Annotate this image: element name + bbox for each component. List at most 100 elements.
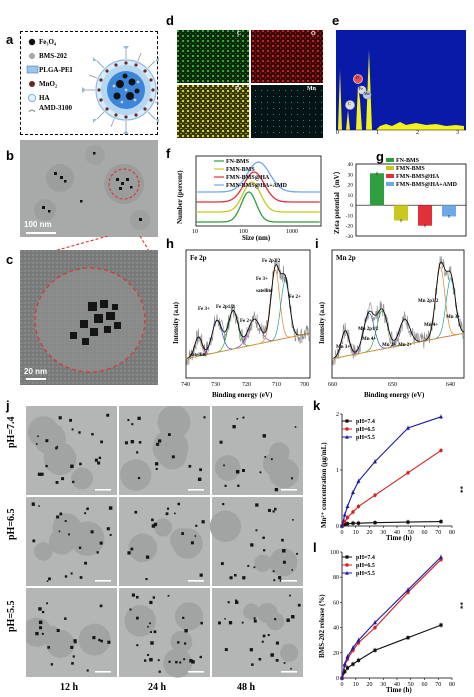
k-plot-pt (356, 479, 361, 483)
k-plot-xtick: 80 (449, 530, 455, 536)
eds-peak-label-fe: Fe (359, 86, 363, 91)
l-plot-pt (356, 638, 361, 642)
k-plot-pt (439, 519, 443, 524)
l-plot-pt (373, 648, 377, 652)
l-ylabel: BMS-202 release (%) (318, 594, 326, 658)
fe-title: Fe 2p (190, 254, 207, 262)
l-plot-xtick: 30 (380, 682, 386, 688)
k-annot: ** (456, 486, 464, 494)
scale-text-c: 20 nm (24, 367, 48, 376)
fe-curves-baseline (185, 332, 311, 360)
panel-label-b: b (6, 148, 14, 163)
panel-label-f: f (166, 146, 171, 161)
eds-label-mn: Mn (307, 86, 316, 92)
legend-fe3o4: Fe₃O₄ (39, 38, 57, 46)
tem-tile-r0-c2 (212, 406, 303, 495)
dls-curve-1 (196, 181, 320, 213)
l-plot-xtick: 20 (367, 682, 373, 688)
k-ylabel: Mn²⁺ concentration (μg/mL) (320, 442, 328, 528)
l-xlabel: Time (h) (386, 686, 412, 694)
k-plot-pt (345, 504, 350, 508)
zeta-ytick: -20 (346, 224, 354, 230)
mn-xtick-640: 640 (446, 382, 455, 388)
panel-label-h: h (166, 236, 174, 251)
l-plot-xtick: 0 (341, 682, 344, 688)
mn-curves-fit-1 (331, 312, 465, 360)
zeta-chart: 40 30 20 10 0 -10 -20 -30 Zeta potential（mV） FN… (333, 158, 467, 240)
fe-curves-envelope (185, 264, 311, 360)
l-plot-xtick: 70 (435, 682, 441, 688)
dls-legend-fmn-ha-amd: FMN-BMS@HA+AMD (226, 183, 288, 189)
col-label-24h: 24 h (148, 682, 167, 693)
tem-tile-r2-c1 (119, 588, 210, 678)
col-label-48h: 48 h (237, 682, 256, 693)
panel-label-d: d (166, 13, 174, 28)
l-plot-pt (356, 658, 361, 662)
panel-label-i: i (315, 236, 319, 251)
k-plot-xtick: 70 (435, 530, 441, 536)
l-plot-xtick: 80 (449, 682, 455, 688)
l-legend-65: pH=6.5 (356, 563, 375, 569)
l-plot-pt (406, 587, 410, 592)
k-plot-pt (351, 490, 355, 494)
k-plot-pt (343, 522, 347, 526)
k-plot-pt (406, 520, 410, 524)
l-plot-pt (406, 590, 410, 595)
mn-annot-mn3a: Mn 3+ (336, 345, 350, 350)
mn-annot-mn4a: Mn 4+ (362, 337, 376, 342)
mn-curves-fit-3 (331, 318, 465, 360)
eds-xtick-1: 1 (376, 130, 379, 136)
k-plot-xtick: 20 (367, 530, 373, 536)
dls-curve-2 (196, 171, 320, 203)
tem-tile-r1-c0 (26, 497, 117, 586)
scale-text-b: 100 nm (24, 220, 52, 229)
l-plot-ytick: 0 (336, 676, 339, 682)
zeta-ytick: -10 (346, 213, 354, 219)
dls-curve-0 (196, 191, 320, 223)
tem-tile-r0-c0 (26, 406, 117, 495)
fe-xtick-730: 730 (211, 382, 220, 388)
l-plot-xtick: 10 (353, 682, 359, 688)
l-plot-pt (351, 645, 355, 650)
eds-xtick-0: 0 (336, 130, 339, 136)
fe-xlabel: Binding energy (eV) (212, 391, 273, 399)
k-legend-74: pH=7.4 (356, 419, 375, 425)
panel-label-g: g (376, 149, 384, 164)
l-plot-pt (373, 625, 377, 630)
zeta-legend-fmn: FMN-BMS (396, 166, 425, 172)
l-plot-ytick: 40 (333, 626, 339, 632)
k-plot-pt (373, 521, 377, 525)
fe-xtick-740: 740 (181, 382, 190, 388)
fe-xtick-700: 700 (300, 382, 309, 388)
l-plot-xtick: 40 (394, 682, 400, 688)
mn-annot-mn4b: Mn 4+ (424, 323, 438, 328)
eds-spectrum-plot (336, 30, 466, 131)
k-plot-pt (343, 519, 347, 524)
k-plot-pt (356, 504, 361, 509)
k-plot-pt (373, 493, 377, 497)
l-plot-line-2 (341, 556, 442, 679)
l-plot-pt (373, 620, 377, 625)
mn-curves-baseline (331, 332, 465, 360)
l-plot-pt (345, 654, 350, 659)
tem-image-b: 100 nm (20, 140, 158, 237)
l-plot-xtick: 60 (422, 682, 428, 688)
fe-xtick-710: 710 (272, 382, 281, 388)
zeta-ytick: -30 (346, 234, 354, 240)
panel-label-e: e (332, 13, 340, 28)
k-plot-line-2 (341, 416, 442, 527)
eds-xtick-2: 2 (416, 130, 419, 136)
dls-chart: Number (percent) Size (nm) 10 100 1000 F… (176, 155, 322, 242)
tem-tile-r2-c2 (212, 588, 303, 677)
eds-label-fe: Fe (235, 86, 242, 92)
k-xlabel: Time (h) (386, 534, 412, 542)
k-plot-pt (356, 521, 361, 525)
fe-ylabel: Intensity (a.u) (172, 301, 180, 344)
mn-curves-raw (331, 256, 465, 366)
zeta-bar-0 (370, 173, 384, 206)
zeta-bar-1 (394, 205, 408, 221)
k-plot-pt (342, 512, 347, 517)
l-plot-pt (439, 555, 443, 559)
mn-xtick-650: 650 (388, 382, 397, 388)
tem-tile-r2-c0 (26, 588, 117, 677)
